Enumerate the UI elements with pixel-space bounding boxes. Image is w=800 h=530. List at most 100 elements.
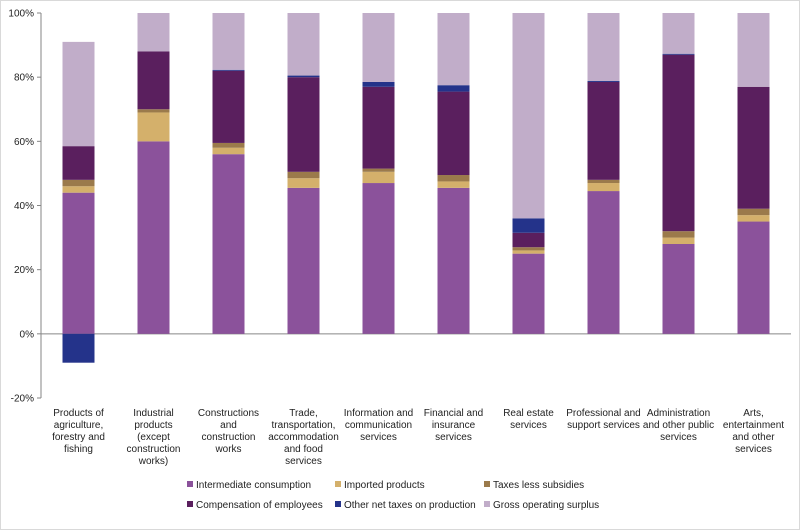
legend-label: Taxes less subsidies — [493, 480, 584, 491]
bar-segment — [512, 250, 545, 254]
bar-segment — [587, 183, 620, 192]
category-label-line: Financial and — [424, 408, 483, 419]
axes: -20% 0% 20% 40% 60% 80% 100% — [8, 9, 791, 405]
category-label-line: services — [285, 456, 322, 467]
bar-segment — [737, 215, 770, 222]
bar-segment — [737, 221, 770, 334]
category-label-line: communication — [345, 420, 412, 431]
category-label-line: works — [214, 444, 241, 455]
bar-segment — [437, 175, 470, 182]
bar-segment — [137, 51, 170, 110]
bar-segment — [587, 191, 620, 334]
category-label-line: services — [360, 432, 397, 443]
category-label: Trade, transportation, accommodation and fo… — [268, 408, 339, 467]
bar-segment — [362, 183, 395, 334]
category-label-line: works) — [138, 456, 168, 467]
category-label-line: fishing — [64, 444, 93, 455]
legend-swatch — [187, 481, 193, 487]
bar-segment — [362, 86, 395, 169]
category-label-line: Information and — [344, 408, 414, 419]
legend-swatch — [335, 501, 341, 507]
y-tick-label: 100% — [8, 9, 34, 20]
category-label-line: agriculture, — [54, 420, 103, 431]
bar-segment — [437, 181, 470, 188]
category-label-line: (except — [137, 432, 170, 443]
bar-segment — [437, 91, 470, 176]
y-tick-label: -20% — [11, 394, 34, 405]
category-label-line: accommodation — [268, 432, 339, 443]
bar-segment — [662, 237, 695, 244]
bar-segment — [212, 70, 245, 143]
legend-label: Other net taxes on production — [344, 500, 476, 511]
category-label: Arts, entertainment and other services — [723, 408, 784, 455]
bar-segment — [512, 13, 545, 219]
bar-segment — [287, 187, 320, 334]
bar-segment — [737, 13, 770, 87]
bar-segment — [137, 112, 170, 142]
legend-label: Imported products — [344, 480, 425, 491]
category-label: Administration and other public services — [643, 408, 714, 443]
category-label-line: services — [510, 420, 547, 431]
category-label-line: Constructions — [198, 408, 259, 419]
category-label-line: support services — [567, 420, 640, 431]
bar-segment — [587, 13, 620, 82]
bar-segment — [587, 81, 620, 82]
bar-segment — [212, 69, 245, 71]
category-label-line: entertainment — [723, 420, 784, 431]
bar-segment — [662, 53, 695, 55]
bar-segment — [737, 208, 770, 216]
category-label-line: insurance — [432, 420, 476, 431]
category-label: Real estate services — [503, 408, 554, 431]
bar-segment — [362, 81, 395, 87]
bar-segment — [137, 13, 170, 52]
bar-segment — [287, 171, 320, 179]
category-label-line: and other public — [643, 420, 714, 431]
bar-segment — [662, 244, 695, 334]
bar-segment — [287, 77, 320, 172]
category-label: Constructions and construction works — [198, 408, 259, 455]
bar-segment — [287, 178, 320, 188]
legend-swatch — [484, 481, 490, 487]
category-label: Financial and insurance services — [424, 408, 483, 443]
bar-segment — [212, 13, 245, 70]
category-label-line: and other — [732, 432, 775, 443]
category-label-line: services — [435, 432, 472, 443]
bar-segment — [512, 218, 545, 233]
bar-segment — [62, 333, 95, 363]
bar-segment — [512, 247, 545, 251]
bar-segment — [212, 142, 245, 148]
bar-segment — [662, 54, 695, 232]
legend-swatch — [187, 501, 193, 507]
category-label-line: construction — [127, 444, 181, 455]
category-label-line: services — [660, 432, 697, 443]
bar-segment — [362, 168, 395, 172]
bar-segment — [287, 13, 320, 76]
category-label: Industrial products (except construction wor… — [127, 408, 181, 467]
bar-segment — [137, 141, 170, 334]
bar-segment — [212, 147, 245, 155]
bar-segment — [212, 154, 245, 334]
y-tick-label: 60% — [14, 137, 34, 148]
bar-segment — [587, 179, 620, 184]
category-label-line: products — [134, 420, 172, 431]
bar-segment — [362, 13, 395, 82]
bar-segment — [62, 186, 95, 193]
legend-swatch — [335, 481, 341, 487]
bar-segment — [662, 231, 695, 238]
bar-segment — [437, 13, 470, 86]
category-label-line: services — [735, 444, 772, 455]
category-label-line: Administration — [647, 408, 710, 419]
bar-segment — [587, 81, 620, 180]
bar-segment — [62, 146, 95, 180]
category-labels: Products of agriculture, forestry and fishi… — [52, 408, 784, 467]
legend-label: Compensation of employees — [196, 500, 323, 511]
bar-segment — [287, 75, 320, 78]
y-tick-label: 20% — [14, 265, 34, 276]
bar-segment — [437, 187, 470, 334]
bar-segment — [512, 253, 545, 334]
category-label-line: and food — [284, 444, 323, 455]
category-label: Professional and support services — [566, 408, 641, 431]
category-label-line: Industrial — [133, 408, 174, 419]
